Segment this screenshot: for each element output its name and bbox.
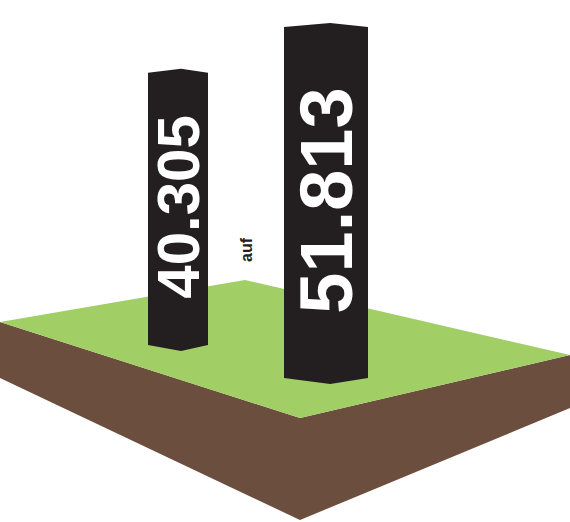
annotation: auf [238,237,255,262]
pillar [284,23,368,384]
value-label: 40.305 [145,115,212,299]
labels: 40.305 51.813 auf [145,87,368,313]
chart: 40.305 51.813 auf [0,0,570,522]
value-label: 51.813 [285,87,368,313]
